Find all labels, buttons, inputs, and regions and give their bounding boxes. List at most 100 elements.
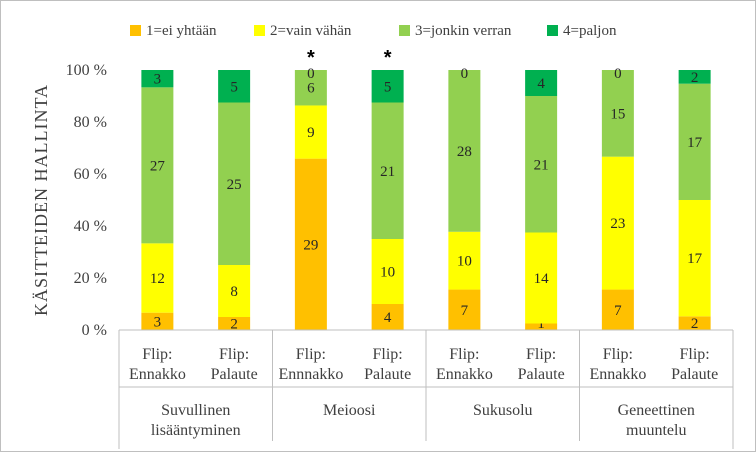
bar-segment	[601, 289, 634, 330]
data-label: 5	[230, 79, 238, 95]
bar-segment	[525, 96, 558, 233]
legend-label: 3=jonkin verran	[415, 23, 512, 39]
bar-segment	[678, 316, 711, 330]
bar-segment	[678, 200, 711, 317]
data-label: 17	[687, 251, 703, 267]
x-category-label: Ennakko	[589, 366, 646, 383]
data-label: 6	[307, 81, 315, 97]
x-category-label: Palaute	[211, 366, 258, 383]
bar-segment	[371, 239, 404, 304]
x-category-label: Ennakko	[436, 366, 493, 383]
y-tick-label: 20 %	[74, 270, 107, 287]
legend-swatch	[254, 25, 265, 36]
bar-segment	[141, 70, 174, 88]
data-label: 0	[461, 66, 469, 82]
data-label: 3	[154, 314, 162, 330]
x-category-label: Flip:	[680, 346, 710, 363]
data-label: 8	[230, 284, 238, 300]
x-group-label: Suvullinen	[161, 402, 230, 419]
legend-swatch	[130, 25, 141, 36]
x-group-label: lisääntyminen	[151, 422, 241, 439]
x-category-label: Flip:	[373, 346, 403, 363]
bar-segment	[601, 70, 634, 157]
x-category-label: Flip:	[603, 346, 633, 363]
bar-segment	[218, 70, 251, 103]
x-category-label: Palaute	[518, 366, 565, 383]
y-tick-label: 80 %	[74, 114, 107, 131]
bar-segment	[218, 317, 251, 330]
significance-marker: *	[384, 47, 392, 69]
x-group-label: Meioosi	[323, 402, 376, 419]
data-label: 21	[534, 157, 549, 173]
bar-segment	[141, 312, 174, 330]
x-category-label: Ennnakko	[278, 366, 343, 383]
data-label: 10	[457, 254, 472, 270]
x-category-label: Flip:	[219, 346, 249, 363]
data-label: 12	[150, 271, 165, 287]
data-label: 0	[614, 66, 622, 82]
x-category-label: Flip:	[449, 346, 479, 363]
bar-segment	[371, 102, 404, 239]
data-label: 15	[610, 106, 625, 122]
bar-segment	[294, 158, 327, 330]
bar-segment	[294, 105, 327, 159]
data-label: 4	[537, 76, 545, 92]
x-category-label: Palaute	[364, 366, 411, 383]
data-label: 23	[610, 216, 625, 232]
bar-segment	[371, 304, 404, 330]
bar-segment	[678, 70, 711, 84]
y-tick-label: 0 %	[82, 322, 107, 339]
x-category-label: Flip:	[296, 346, 326, 363]
legend-swatch	[547, 25, 558, 36]
x-group-label: Geneettinen	[618, 402, 695, 419]
data-label: 0	[307, 66, 315, 82]
data-label: 9	[307, 125, 315, 141]
y-tick-label: 100 %	[66, 62, 107, 79]
bars: 3122732825529960*410215*7102801142147231…	[141, 47, 711, 333]
x-group-label: Sukusolu	[473, 402, 533, 419]
data-label: 10	[380, 265, 395, 281]
legend-label: 4=paljon	[563, 23, 617, 39]
legend: 1=ei yhtään 2=vain vähän 3=jonkin verran 4=…	[130, 23, 617, 39]
bar-segment	[371, 70, 404, 103]
bar-segment	[218, 265, 251, 317]
data-label: 5	[384, 79, 392, 95]
bar-segment	[294, 70, 327, 106]
data-label: 14	[534, 271, 550, 287]
data-label: 29	[303, 237, 318, 253]
data-label: 1	[537, 316, 545, 332]
data-label: 17	[687, 135, 703, 151]
bar-segment	[525, 323, 558, 330]
legend-swatch	[399, 25, 410, 36]
legend-label: 2=vain vähän	[270, 23, 352, 39]
data-label: 7	[614, 303, 622, 319]
bar-segment	[448, 70, 481, 232]
bar-segment	[525, 232, 558, 324]
y-axis: 0 % 20 % 40 % 60 % 80 % 100 %	[66, 62, 107, 339]
x-category-label: Ennakko	[129, 366, 186, 383]
bar-segment	[141, 243, 174, 313]
data-label: 21	[380, 164, 395, 180]
x-category-label: Flip:	[526, 346, 556, 363]
data-label: 2	[691, 316, 699, 332]
data-label: 2	[691, 70, 699, 86]
x-category-label: Flip:	[142, 346, 172, 363]
bar-segment	[601, 156, 634, 290]
legend-label: 1=ei yhtään	[146, 23, 217, 39]
bar-segment	[525, 70, 558, 96]
data-label: 2	[230, 317, 238, 333]
data-label: 3	[154, 72, 162, 88]
y-axis-title: KÄSITTEIDEN HALLINTA	[31, 84, 51, 316]
data-label: 4	[384, 310, 392, 326]
x-group-label: muuntelu	[626, 422, 686, 439]
significance-marker: *	[307, 47, 315, 69]
bar-segment	[141, 87, 174, 244]
data-label: 7	[461, 303, 469, 319]
data-label: 27	[150, 158, 166, 174]
bar-segment	[448, 231, 481, 290]
bar-segment	[678, 83, 711, 200]
data-label: 25	[227, 177, 242, 193]
bar-segment	[448, 289, 481, 330]
